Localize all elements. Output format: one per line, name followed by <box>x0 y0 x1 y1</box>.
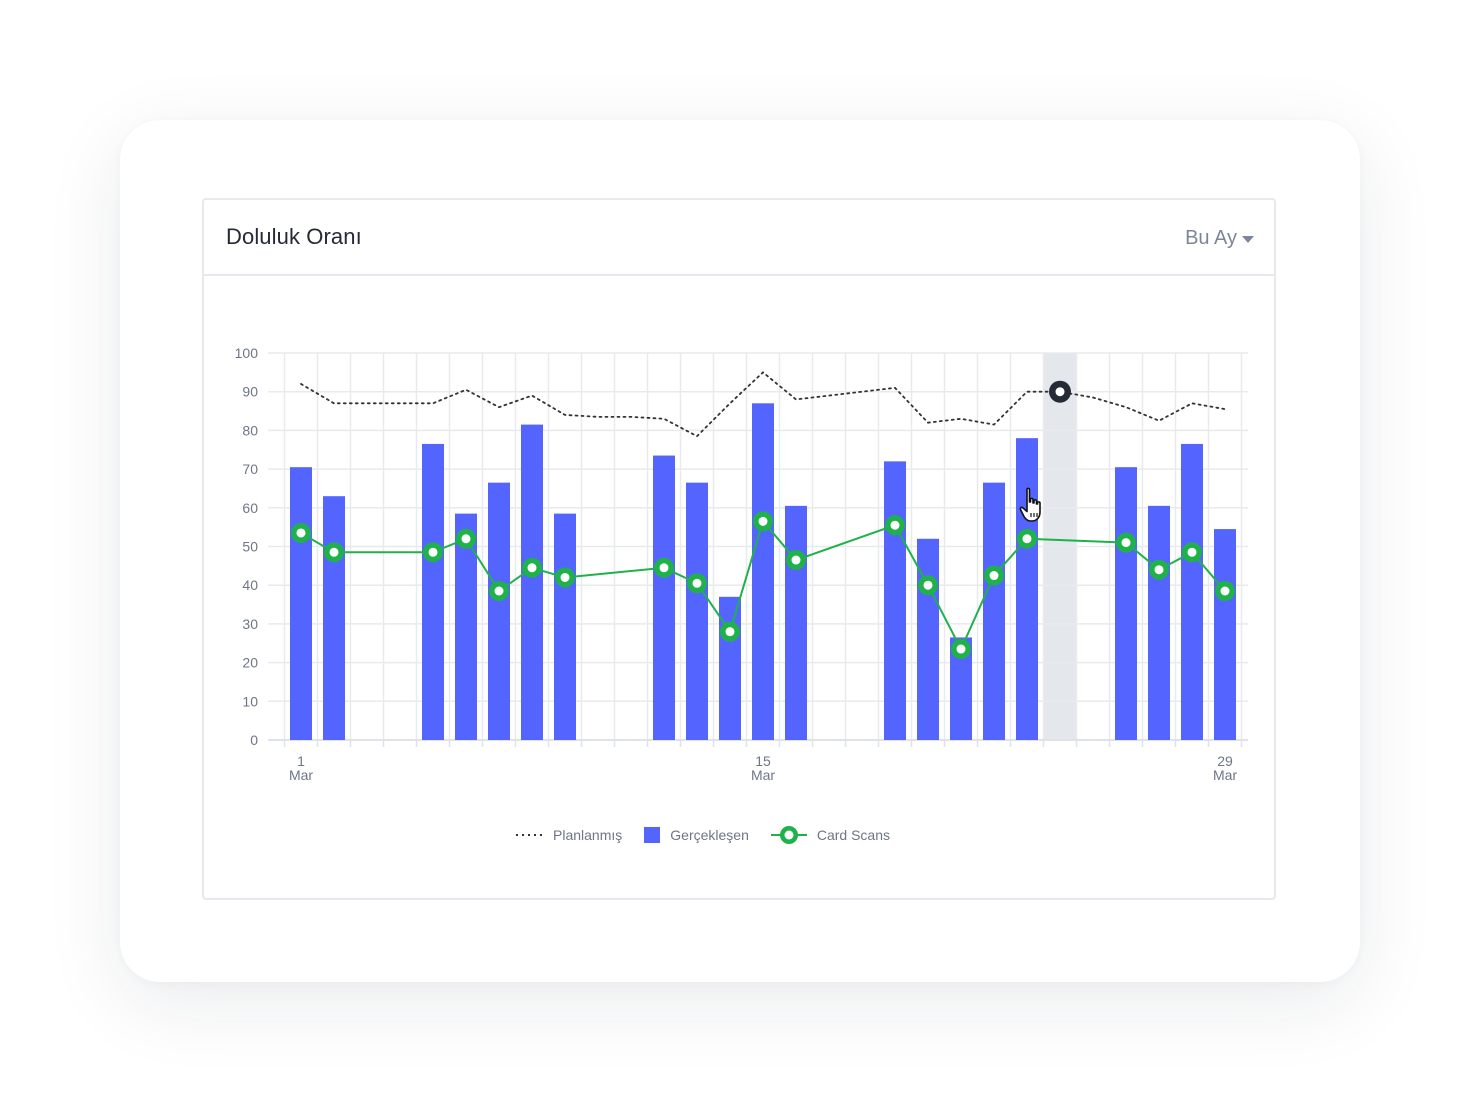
legend-label-planned: Planlanmış <box>553 827 623 843</box>
card-scans-marker-center <box>1154 565 1164 575</box>
bar-actual[interactable] <box>917 538 939 740</box>
card-scans-marker-center <box>494 586 504 596</box>
card-scans-marker-center <box>890 520 900 530</box>
planned-hover-marker-center <box>1055 387 1065 397</box>
bar-actual[interactable] <box>1115 467 1137 740</box>
card-scans-marker-center <box>1022 534 1032 544</box>
bar-actual[interactable] <box>1148 505 1170 740</box>
x-tick-label: 29 <box>1217 753 1233 769</box>
hand-pointer-icon <box>1019 487 1041 522</box>
card-scans-marker-center <box>1187 547 1197 557</box>
legend-label-scans: Card Scans <box>816 827 891 843</box>
chart-legend: Planlanmış Gerçekleşen Card Scans <box>515 824 912 846</box>
y-tick-label: 70 <box>242 461 258 477</box>
card-scans-marker-center <box>923 580 933 590</box>
dotted-line-icon <box>516 834 542 836</box>
legend-item-actual[interactable]: Gerçekleşen <box>644 827 749 843</box>
line-marker-icon <box>770 826 807 844</box>
card-scans-marker-center <box>1121 538 1131 548</box>
bar-actual[interactable] <box>488 482 510 740</box>
x-tick-label: Mar <box>751 767 775 783</box>
legend-label-actual: Gerçekleşen <box>670 827 749 843</box>
bar-actual[interactable] <box>752 403 774 740</box>
occupancy-panel: Doluluk Oranı Bu Ay <box>202 198 1276 900</box>
card-scans-marker-center <box>692 578 702 588</box>
bar-swatch-icon <box>644 827 661 843</box>
bar-actual[interactable] <box>653 455 675 740</box>
card-scans-marker-center <box>560 572 570 582</box>
y-tick-label: 30 <box>242 616 258 632</box>
x-tick-label: 1 <box>297 753 305 769</box>
y-tick-label: 100 <box>235 345 259 361</box>
bar-actual[interactable] <box>1181 443 1203 740</box>
bar-actual[interactable] <box>719 596 741 740</box>
card-scans-marker-center <box>461 534 471 544</box>
card-scans-marker-center <box>791 555 801 565</box>
y-tick-label: 50 <box>242 539 258 555</box>
bar-actual[interactable] <box>290 467 312 740</box>
bar-actual[interactable] <box>1214 529 1236 740</box>
card-scans-marker-center <box>725 627 735 637</box>
card-scans-marker-center <box>659 563 669 573</box>
bar-actual[interactable] <box>983 482 1005 740</box>
card-scans-marker-center <box>989 571 999 581</box>
legend-item-scans[interactable]: Card Scans <box>770 823 891 847</box>
legend-item-planned[interactable]: Planlanmış <box>515 827 622 843</box>
x-tick-label: Mar <box>1213 767 1237 783</box>
card-scans-marker-center <box>1220 586 1230 596</box>
bar-actual[interactable] <box>422 443 444 740</box>
panel-header: Doluluk Oranı Bu Ay <box>204 200 1274 276</box>
bar-actual[interactable] <box>686 482 708 740</box>
card-scans-marker-center <box>758 516 768 526</box>
x-tick-label: Mar <box>289 767 313 783</box>
bar-actual[interactable] <box>1016 438 1038 740</box>
y-tick-label: 90 <box>242 384 258 400</box>
period-dropdown[interactable]: Bu Ay <box>1185 227 1254 250</box>
y-tick-label: 80 <box>242 422 258 438</box>
y-tick-label: 10 <box>242 693 258 709</box>
y-tick-label: 0 <box>250 732 258 748</box>
period-dropdown-label: Bu Ay <box>1185 227 1237 249</box>
card-scans-marker-center <box>527 563 537 573</box>
y-tick-label: 20 <box>242 655 258 671</box>
panel-title: Doluluk Oranı <box>226 224 362 249</box>
bar-actual[interactable] <box>323 496 345 740</box>
bar-actual[interactable] <box>950 637 972 740</box>
x-tick-label: 15 <box>755 753 771 769</box>
bar-actual[interactable] <box>455 513 477 740</box>
bar-actual[interactable] <box>785 505 807 740</box>
bar-actual[interactable] <box>554 513 576 740</box>
planned-line <box>300 371 1226 438</box>
card-scans-marker-center <box>296 528 306 538</box>
card-scans-marker-center <box>956 644 966 654</box>
card-scans-marker-center <box>428 547 438 557</box>
card-scans-marker-center <box>329 547 339 557</box>
bar-actual[interactable] <box>521 424 543 740</box>
bar-actual[interactable] <box>884 461 906 740</box>
y-tick-label: 40 <box>242 577 258 593</box>
caret-down-icon <box>1242 236 1254 243</box>
y-tick-label: 60 <box>242 500 258 516</box>
